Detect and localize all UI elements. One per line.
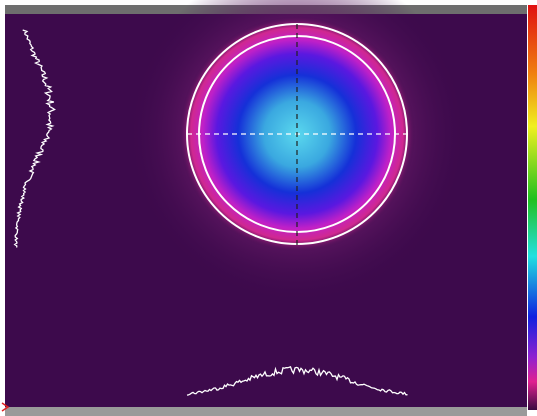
page: {} html, body { margin: 0; padding: 0; b… [0,0,537,416]
beam-profiler-view [0,0,537,416]
body: (() => { const svg = document.getElement… [0,0,537,416]
bottom-bar [5,407,527,416]
color-scale [528,5,537,410]
